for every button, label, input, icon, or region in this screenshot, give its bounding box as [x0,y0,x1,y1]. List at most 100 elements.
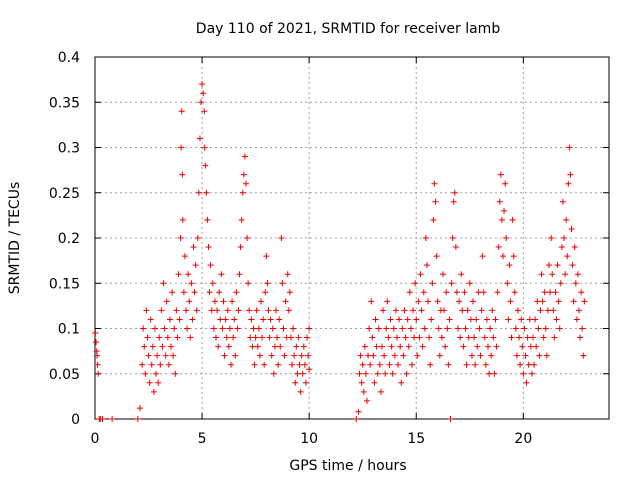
data-point [306,366,313,373]
data-point [188,280,195,287]
data-point [191,289,198,296]
data-point [559,198,566,205]
data-point [390,325,397,332]
data-point [231,316,238,323]
x-tick-label: 0 [91,431,100,447]
data-point [141,343,148,350]
data-point [355,408,362,415]
data-point [206,289,213,296]
data-point [492,316,499,323]
data-point [215,343,222,350]
data-point [423,262,430,269]
data-point [378,343,385,350]
data-point [242,180,249,187]
data-point [568,225,575,232]
data-point [380,307,387,314]
data-point [384,298,391,305]
data-point [189,316,196,323]
data-point [185,271,192,278]
data-point [149,343,156,350]
data-point [377,388,384,395]
data-point [209,280,216,287]
data-point [464,307,471,314]
data-point [385,334,392,341]
data-point [494,289,501,296]
data-point [282,298,289,305]
data-point [293,343,300,350]
data-point [232,352,239,359]
data-point [471,334,478,341]
data-point [495,244,502,251]
data-point [201,144,208,151]
data-point [566,144,573,151]
data-point [360,388,367,395]
data-point [509,216,516,223]
data-point [245,280,252,287]
data-point [236,271,243,278]
data-point [422,235,429,241]
data-point [94,361,101,368]
data-point [233,289,240,296]
data-point [291,352,298,359]
data-point [269,325,276,332]
data-point [472,361,479,368]
data-point [453,289,460,296]
data-point [218,271,225,278]
data-point [241,153,248,160]
data-point [272,307,279,314]
data-point [502,180,509,187]
data-point [376,361,383,368]
data-point [525,361,532,368]
data-point [531,361,538,368]
data-point [460,343,467,350]
data-point [578,289,585,296]
data-point [99,416,106,422]
data-point [481,334,488,341]
data-point [183,307,190,314]
data-point [519,343,526,350]
data-point [196,135,203,142]
data-point [254,343,261,350]
data-point [381,352,388,359]
data-point [223,334,230,341]
data-point [407,325,414,332]
data-point [162,352,169,359]
data-point [359,361,366,368]
data-point [400,352,407,359]
data-point [496,198,503,205]
x-tick-label: 10 [300,431,318,447]
data-point [365,352,372,359]
data-point [186,298,193,305]
data-point [230,334,237,341]
x-tick-label: 20 [514,431,532,447]
data-point [147,316,154,323]
data-point [383,325,390,332]
data-point [490,334,497,341]
data-point [411,334,418,341]
data-point [216,289,223,296]
data-point [263,253,270,260]
data-point [458,271,465,278]
data-point [433,253,440,260]
data-point [395,361,402,368]
data-point [194,235,201,241]
data-point [465,334,472,341]
data-point [274,334,281,341]
data-point [402,334,409,341]
data-point [159,343,166,350]
data-point [211,298,218,305]
data-point [414,352,421,359]
data-point [297,388,304,395]
data-point [371,379,378,386]
data-point [294,370,301,377]
data-point [201,108,208,115]
data-point [482,361,489,368]
data-point [520,370,527,377]
data-point [290,325,297,332]
data-point [248,316,255,323]
data-point [370,352,377,359]
data-point [499,253,506,260]
data-point [164,334,171,341]
data-point [165,361,172,368]
data-point [476,325,483,332]
